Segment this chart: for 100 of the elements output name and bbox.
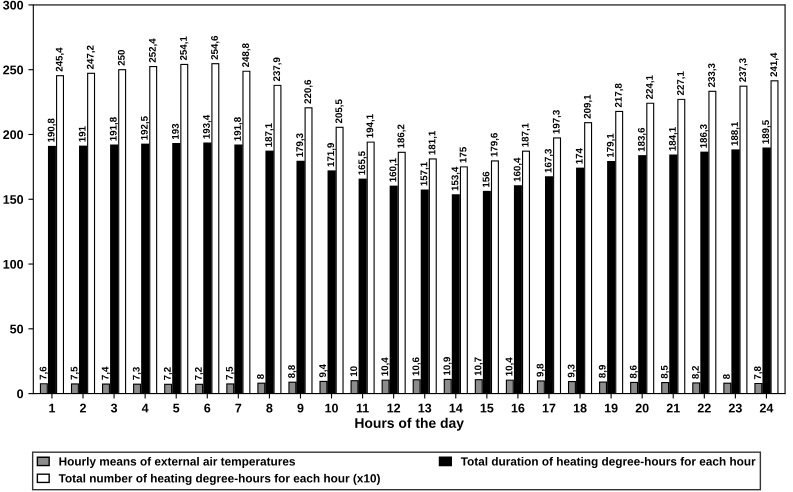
data-label: 7,2 [194,367,204,380]
data-label: 8,2 [692,366,700,379]
x-tick-label: 22 [698,404,711,412]
x-tick-label: 15 [480,404,494,413]
x-tick-label: 12 [387,404,400,412]
data-label: 233,3 [708,63,716,88]
x-tick-label: 17 [542,404,556,412]
data-label: 191 [78,126,86,142]
x-tick-label: 5 [173,404,180,413]
data-label: 8,5 [660,365,670,378]
legend-label: Total number of heating degree-hours for each hour (x10) [58,474,380,485]
data-label: 8 [257,374,264,380]
data-label: 191,8 [110,117,118,141]
x-tick-label: 1 [49,404,56,412]
data-label: 160,1 [389,158,398,182]
data-label: 248,8 [242,43,250,68]
data-label: 7,2 [164,367,172,380]
data-label: 9,8 [536,364,545,377]
data-label: 9,4 [319,364,328,378]
legend-label: Total duration of heating degree-hours for each hour [460,456,756,468]
data-label: 190,8 [48,118,56,142]
x-tick-label: 13 [418,404,432,413]
x-tick-label: 24 [760,404,774,412]
x-tick-label: 6 [204,404,210,413]
x-tick-label: 19 [604,404,618,413]
data-label: 9,3 [568,364,576,378]
data-label: 193 [172,124,179,140]
x-tick-label: 18 [574,404,587,413]
data-label: 237,3 [739,58,748,82]
data-label: 209,1 [584,94,592,118]
data-label: 10,9 [443,357,452,375]
data-label: 179,1 [606,134,616,158]
y-tick-label: 0 [17,389,24,398]
legend-label: Hourly means of external air temperatures [59,456,295,468]
data-label: 250 [118,50,125,66]
data-label: 181,1 [428,131,437,154]
data-label: 156 [482,172,490,187]
data-label: 191,8 [234,117,242,141]
data-label: 205,5 [335,99,344,124]
data-label: 184,1 [668,127,678,151]
x-tick-label: 14 [450,404,463,412]
data-label: 252,4 [148,38,158,62]
data-label: 7,8 [754,366,762,380]
x-tick-label: 3 [110,404,118,413]
x-tick-label: 16 [512,404,524,413]
data-label: 193,4 [202,114,212,139]
data-label: 167,3 [544,148,553,172]
x-tick-label: 10 [325,404,338,413]
data-label: 7,3 [132,367,142,380]
y-tick-label: 100 [4,260,24,269]
data-label: 187,1 [522,123,530,147]
data-label: 174 [576,148,583,164]
data-label: 186,2 [397,124,406,148]
data-label: 217,8 [614,84,624,108]
x-axis-title: Hours of the day [355,418,464,431]
data-label: 157,1 [420,162,429,186]
x-tick-label: 21 [666,404,680,412]
data-label: 254,1 [180,36,188,60]
data-label: 7,5 [226,366,234,380]
x-tick-label: 2 [80,404,86,412]
data-label: 192,5 [140,116,150,140]
y-tick-label: 150 [4,195,24,204]
data-label: 188,1 [731,122,740,146]
data-label: 153,4 [452,166,460,190]
data-label: 254,6 [211,36,220,60]
data-label: 8,6 [630,365,638,378]
data-label: 183,6 [638,128,646,152]
data-label: 171,9 [327,143,336,166]
data-label: 186,3 [700,124,708,148]
data-label: 241,4 [770,52,779,77]
x-tick-label: 7 [235,404,242,412]
data-label: 8 [723,374,730,380]
data-label: 189,5 [762,120,770,144]
data-label: 227,1 [677,71,686,96]
x-tick-label: 9 [297,404,304,413]
data-label: 179,6 [490,133,499,156]
data-label: 8,9 [598,365,608,378]
data-label: 7,4 [102,366,110,380]
data-label: 175 [460,147,466,162]
data-label: 224,1 [646,75,654,100]
data-label: 197,3 [552,110,562,134]
data-label: 10 [350,366,358,376]
data-label: 245,4 [56,47,64,72]
y-tick-label: 250 [3,66,24,74]
data-label: 220,6 [304,80,313,104]
y-tick-label: 300 [3,0,24,10]
y-tick-label: 50 [10,324,24,334]
data-label: 237,9 [273,58,282,82]
data-label: 10,7 [474,357,483,376]
data-label: 165,5 [358,151,367,175]
x-tick-label: 20 [636,404,649,413]
data-label: 247,2 [86,46,96,70]
data-label: 8,8 [288,365,296,378]
data-label: 179,3 [296,133,304,157]
data-label: 7,6 [40,366,48,380]
data-label: 10,6 [412,357,421,376]
y-tick-label: 200 [3,130,24,140]
x-tick-label: 8 [266,404,272,413]
data-label: 187,1 [265,123,274,147]
data-label: 160,4 [514,158,522,182]
